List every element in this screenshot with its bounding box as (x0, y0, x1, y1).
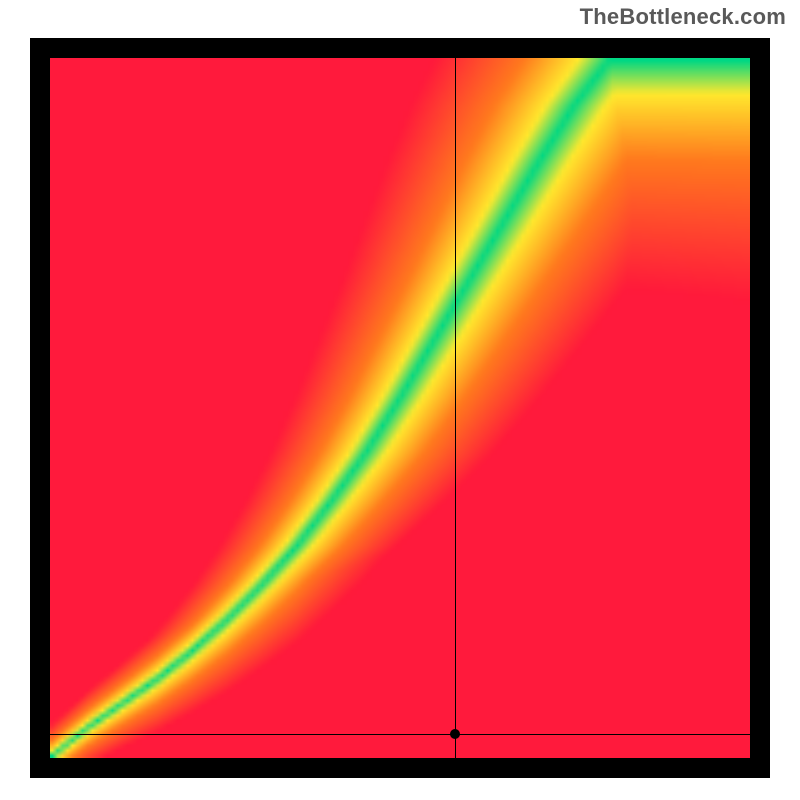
crosshair-marker (450, 729, 460, 739)
crosshair-horizontal (50, 734, 750, 735)
heatmap-canvas (50, 58, 750, 758)
heatmap-plot-area (50, 58, 750, 758)
watermark-text: TheBottleneck.com (580, 4, 786, 30)
page-container: TheBottleneck.com (0, 0, 800, 800)
chart-outer-frame (30, 38, 770, 778)
crosshair-vertical (455, 58, 456, 758)
